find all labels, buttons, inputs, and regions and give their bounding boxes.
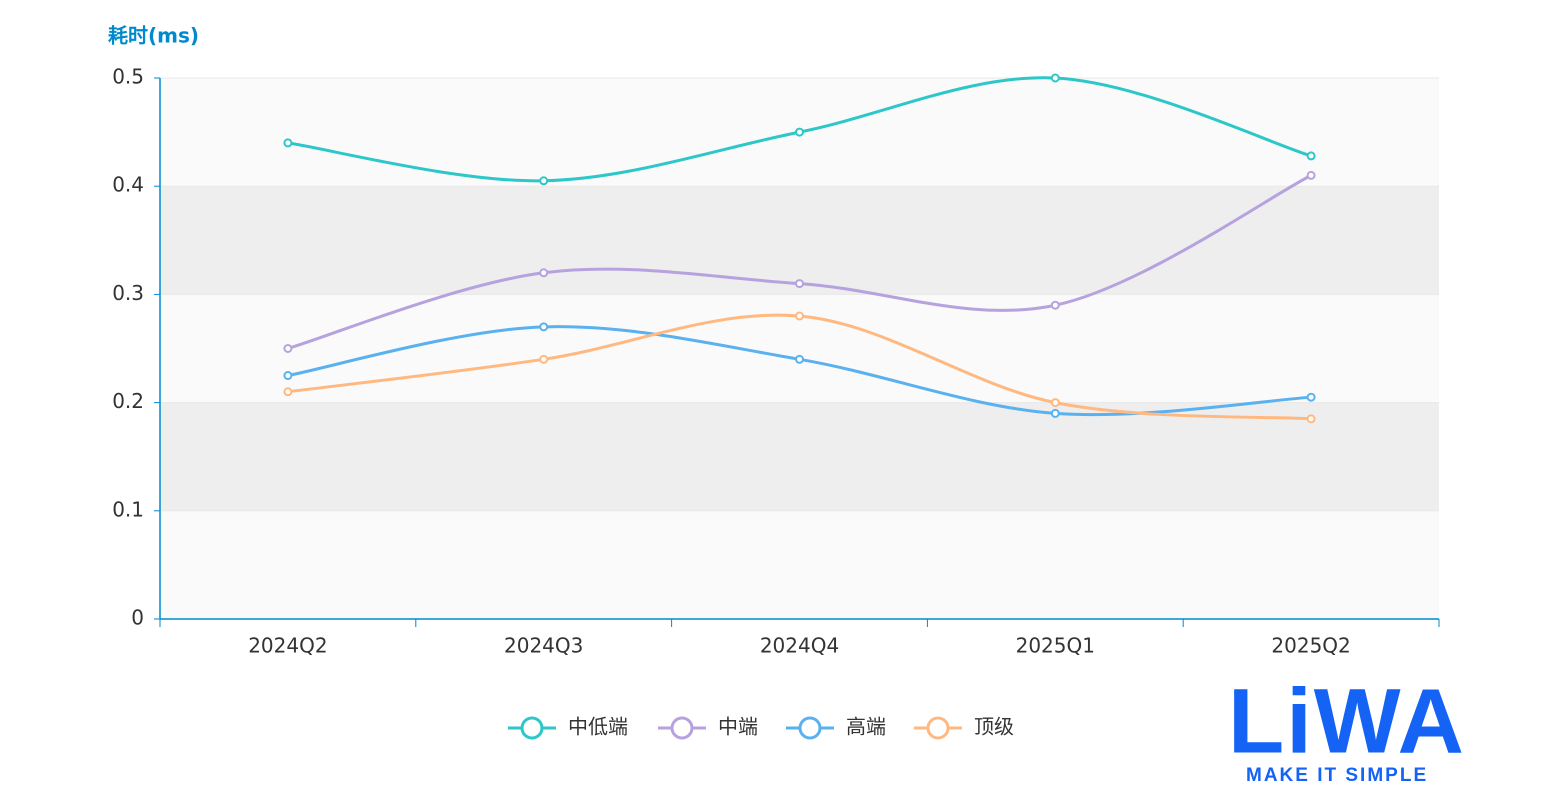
x-tick-label: 2024Q4 (760, 634, 839, 658)
split-area (160, 510, 1439, 619)
legend-marker[interactable] (926, 716, 950, 740)
point (539, 268, 549, 278)
y-axis-title: 耗时(ms) (108, 24, 199, 48)
legend-marker[interactable] (798, 716, 822, 740)
y-tick-label: 0.5 (112, 65, 144, 89)
y-tick-label: 0.3 (112, 281, 144, 305)
logo: LiWA (1228, 670, 1466, 772)
split-area (160, 186, 1439, 295)
point (795, 311, 804, 321)
legend-label[interactable]: 中端 (718, 715, 758, 739)
logo-tagline: MAKE IT SIMPLE (1246, 765, 1428, 786)
point (539, 354, 549, 364)
y-tick-label: 0.2 (112, 389, 144, 413)
x-tick-label: 2025Q1 (1016, 634, 1095, 658)
point (1050, 408, 1060, 418)
point (1306, 414, 1316, 424)
point (795, 354, 804, 364)
point (795, 279, 804, 289)
point (1050, 398, 1060, 408)
legend-marker[interactable] (670, 716, 694, 740)
legend-label[interactable]: 高端 (846, 715, 886, 739)
point (283, 344, 293, 353)
point (1050, 73, 1060, 83)
y-tick-label: 0.1 (112, 497, 144, 521)
point (1306, 170, 1316, 180)
point (1050, 300, 1060, 310)
split-area (160, 294, 1439, 403)
legend-label[interactable]: 中低端 (568, 715, 628, 739)
y-tick-label: 0 (131, 606, 144, 630)
x-tick-label: 2024Q2 (248, 634, 327, 658)
point (795, 127, 804, 137)
legend-label[interactable]: 顶级 (974, 715, 1014, 739)
y-tick-label: 0.4 (112, 173, 144, 197)
point (283, 387, 293, 397)
split-area (160, 402, 1439, 511)
legend-marker[interactable] (520, 716, 544, 740)
point (283, 138, 293, 148)
x-tick-label: 2024Q3 (504, 634, 583, 658)
point (1306, 151, 1316, 161)
point (539, 322, 549, 332)
point (283, 371, 293, 381)
x-tick-label: 2025Q2 (1271, 634, 1350, 658)
point (1306, 392, 1316, 402)
point (539, 176, 549, 186)
